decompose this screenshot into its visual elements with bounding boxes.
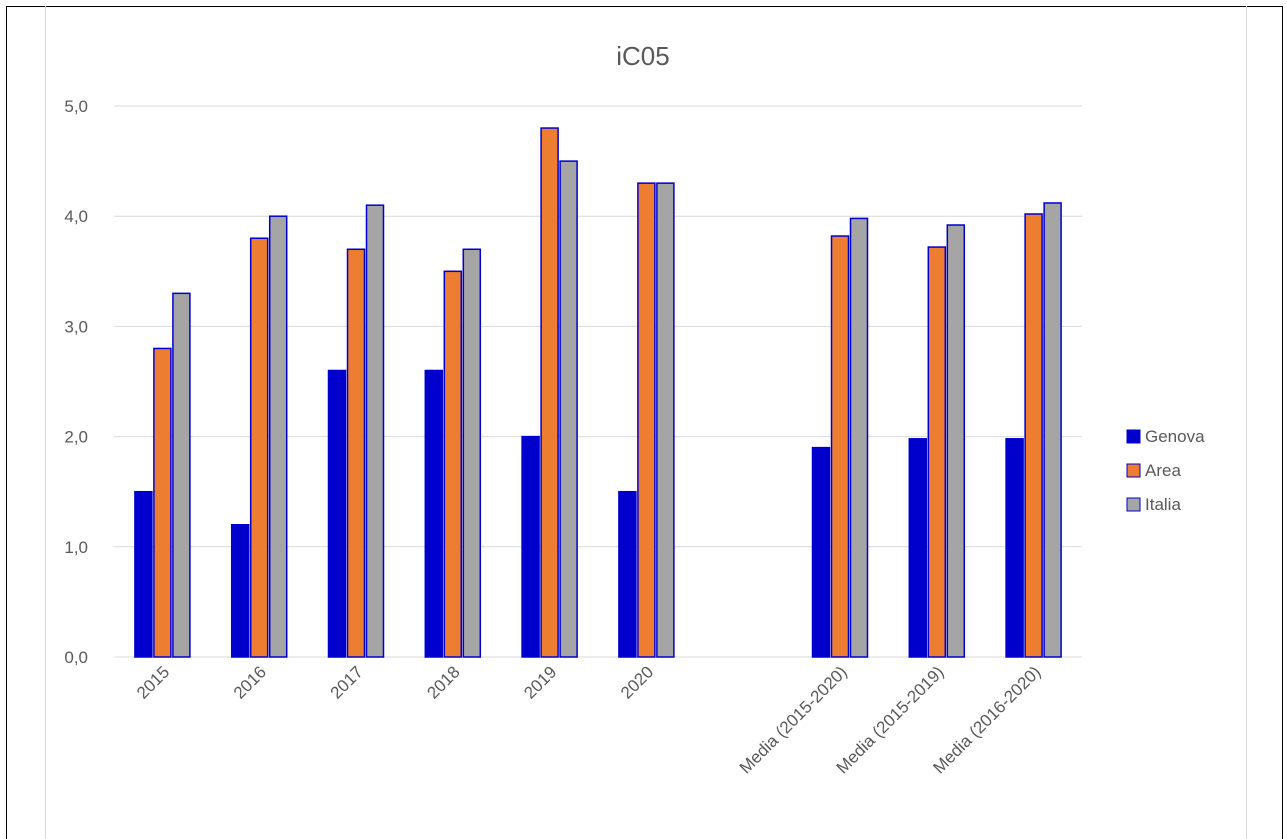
x-tick-label: 2019: [520, 662, 560, 702]
y-tick-label: 1,0: [64, 538, 88, 557]
legend-swatch-italia: [1126, 497, 1141, 512]
x-axis-ticks: 2015 2016 2017 2018 2019 2020 Media (2015-2020…: [133, 662, 1044, 777]
bar-area: [443, 270, 463, 658]
bar-area: [249, 237, 269, 658]
y-tick-label: 0,0: [64, 648, 88, 667]
bar-italia: [849, 217, 869, 658]
bar-area: [927, 246, 947, 658]
bar-area: [540, 127, 559, 658]
legend-swatch-genova: [1126, 429, 1141, 444]
bar-genova: [230, 524, 250, 658]
legend-label-area: Area: [1145, 461, 1181, 480]
x-tick-label: Media (2015-2019): [833, 662, 948, 777]
right-divider: [1246, 6, 1247, 839]
x-tick-label: 2018: [423, 662, 463, 702]
y-axis-ticks: 0,0 1,0 2,0 3,0 4,0 5,0: [64, 97, 88, 667]
bar-area: [1024, 213, 1043, 658]
legend-label-italia: Italia: [1145, 495, 1181, 514]
chart-frame: [6, 6, 1283, 839]
bar-area: [830, 235, 850, 658]
bar-genova: [521, 435, 540, 658]
bar-genova: [908, 438, 928, 658]
bars: [134, 127, 1062, 658]
bar-area: [346, 248, 366, 658]
bar-genova: [1005, 438, 1024, 658]
y-tick-label: 4,0: [64, 207, 88, 226]
legend: Genova Area Italia: [1126, 427, 1205, 514]
bar-italia: [656, 182, 675, 658]
bar-italia: [172, 292, 191, 658]
y-tick-label: 3,0: [64, 317, 88, 336]
bar-genova: [811, 446, 831, 658]
y-tick-label: 5,0: [64, 97, 88, 116]
bar-genova: [134, 490, 153, 658]
bar-italia: [268, 215, 288, 658]
bar-area: [637, 182, 656, 658]
chart-title: iC05: [616, 41, 669, 71]
bar-italia: [559, 160, 578, 658]
bar-genova: [327, 369, 347, 658]
bar-area: [153, 347, 172, 658]
bar-italia: [1043, 202, 1062, 658]
bar-italia: [365, 204, 385, 658]
legend-swatch-area: [1126, 463, 1141, 478]
x-tick-label: 2017: [327, 662, 367, 702]
bar-genova: [618, 490, 637, 658]
x-tick-label: 2016: [230, 662, 270, 702]
x-tick-label: 2020: [617, 662, 657, 702]
y-tick-label: 2,0: [64, 428, 88, 447]
left-divider: [45, 6, 46, 839]
x-tick-label: Media (2015-2020): [736, 662, 851, 777]
bar-genova: [424, 369, 444, 658]
legend-label-genova: Genova: [1145, 427, 1205, 446]
x-tick-label: Media (2016-2020): [929, 662, 1044, 777]
bar-italia: [946, 224, 966, 658]
x-tick-label: 2015: [133, 662, 173, 702]
bar-italia: [462, 248, 482, 658]
